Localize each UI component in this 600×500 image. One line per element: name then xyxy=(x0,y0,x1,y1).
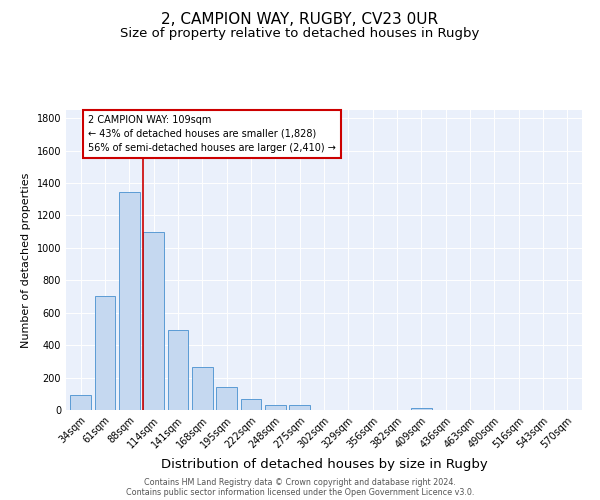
Bar xyxy=(411,408,432,410)
Y-axis label: Number of detached properties: Number of detached properties xyxy=(21,172,31,348)
Bar xyxy=(192,367,212,410)
Text: Contains HM Land Registry data © Crown copyright and database right 2024.: Contains HM Land Registry data © Crown c… xyxy=(144,478,456,487)
Bar xyxy=(70,394,91,410)
Bar xyxy=(143,232,164,410)
Bar xyxy=(167,330,188,410)
X-axis label: Distribution of detached houses by size in Rugby: Distribution of detached houses by size … xyxy=(161,458,487,471)
Bar xyxy=(265,405,286,410)
Bar xyxy=(95,296,115,410)
Bar xyxy=(119,192,140,410)
Text: Contains public sector information licensed under the Open Government Licence v3: Contains public sector information licen… xyxy=(126,488,474,497)
Bar xyxy=(289,405,310,410)
Text: 2, CAMPION WAY, RUGBY, CV23 0UR: 2, CAMPION WAY, RUGBY, CV23 0UR xyxy=(161,12,439,28)
Text: Size of property relative to detached houses in Rugby: Size of property relative to detached ho… xyxy=(121,28,479,40)
Bar xyxy=(241,399,262,410)
Bar xyxy=(216,388,237,410)
Text: 2 CAMPION WAY: 109sqm
← 43% of detached houses are smaller (1,828)
56% of semi-d: 2 CAMPION WAY: 109sqm ← 43% of detached … xyxy=(88,115,336,153)
